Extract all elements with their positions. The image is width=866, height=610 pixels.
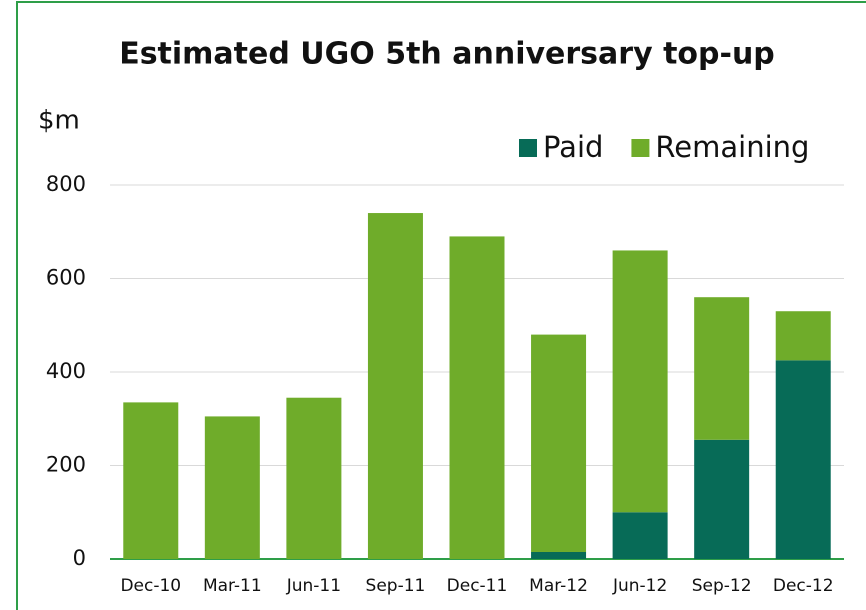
bar-segment: [775, 360, 831, 559]
legend-swatch: [631, 139, 650, 157]
bar-segment: [775, 311, 831, 361]
x-tick-label: Sep-11: [366, 576, 426, 596]
legend-swatch: [519, 139, 537, 157]
y-tick-label: 200: [46, 453, 86, 477]
y-axis-label: $m: [38, 106, 80, 136]
x-tick-label: Dec-11: [447, 576, 508, 596]
bar-segment: [612, 512, 668, 559]
x-tick-label: Jun-11: [286, 576, 341, 596]
bar-segment: [367, 213, 423, 560]
x-tick-label: Dec-12: [773, 576, 834, 596]
x-tick-label: Mar-12: [529, 576, 588, 596]
bar-segment: [123, 402, 179, 559]
legend-label: Remaining: [655, 130, 809, 164]
y-tick-label: 800: [46, 172, 86, 196]
bar-segment: [612, 250, 668, 513]
y-tick-label: 600: [46, 266, 86, 290]
chart-title: Estimated UGO 5th anniversary top-up: [119, 37, 775, 72]
legend-label: Paid: [543, 130, 603, 164]
x-tick-label: Jun-12: [612, 576, 667, 596]
bar-segment: [449, 236, 505, 560]
x-tick-label: Sep-12: [692, 576, 752, 596]
bar-segment: [694, 439, 750, 559]
bar-segment: [531, 334, 587, 552]
x-tick-label: Mar-11: [203, 576, 262, 596]
bar-segment: [531, 551, 587, 559]
y-tick-label: 0: [73, 546, 86, 570]
frame: [16, 1, 866, 610]
bar-segment: [286, 397, 342, 559]
bar-segment: [694, 297, 750, 440]
x-tick-label: Dec-10: [120, 576, 181, 596]
y-tick-label: 400: [46, 359, 86, 383]
bar-segment: [204, 416, 260, 559]
